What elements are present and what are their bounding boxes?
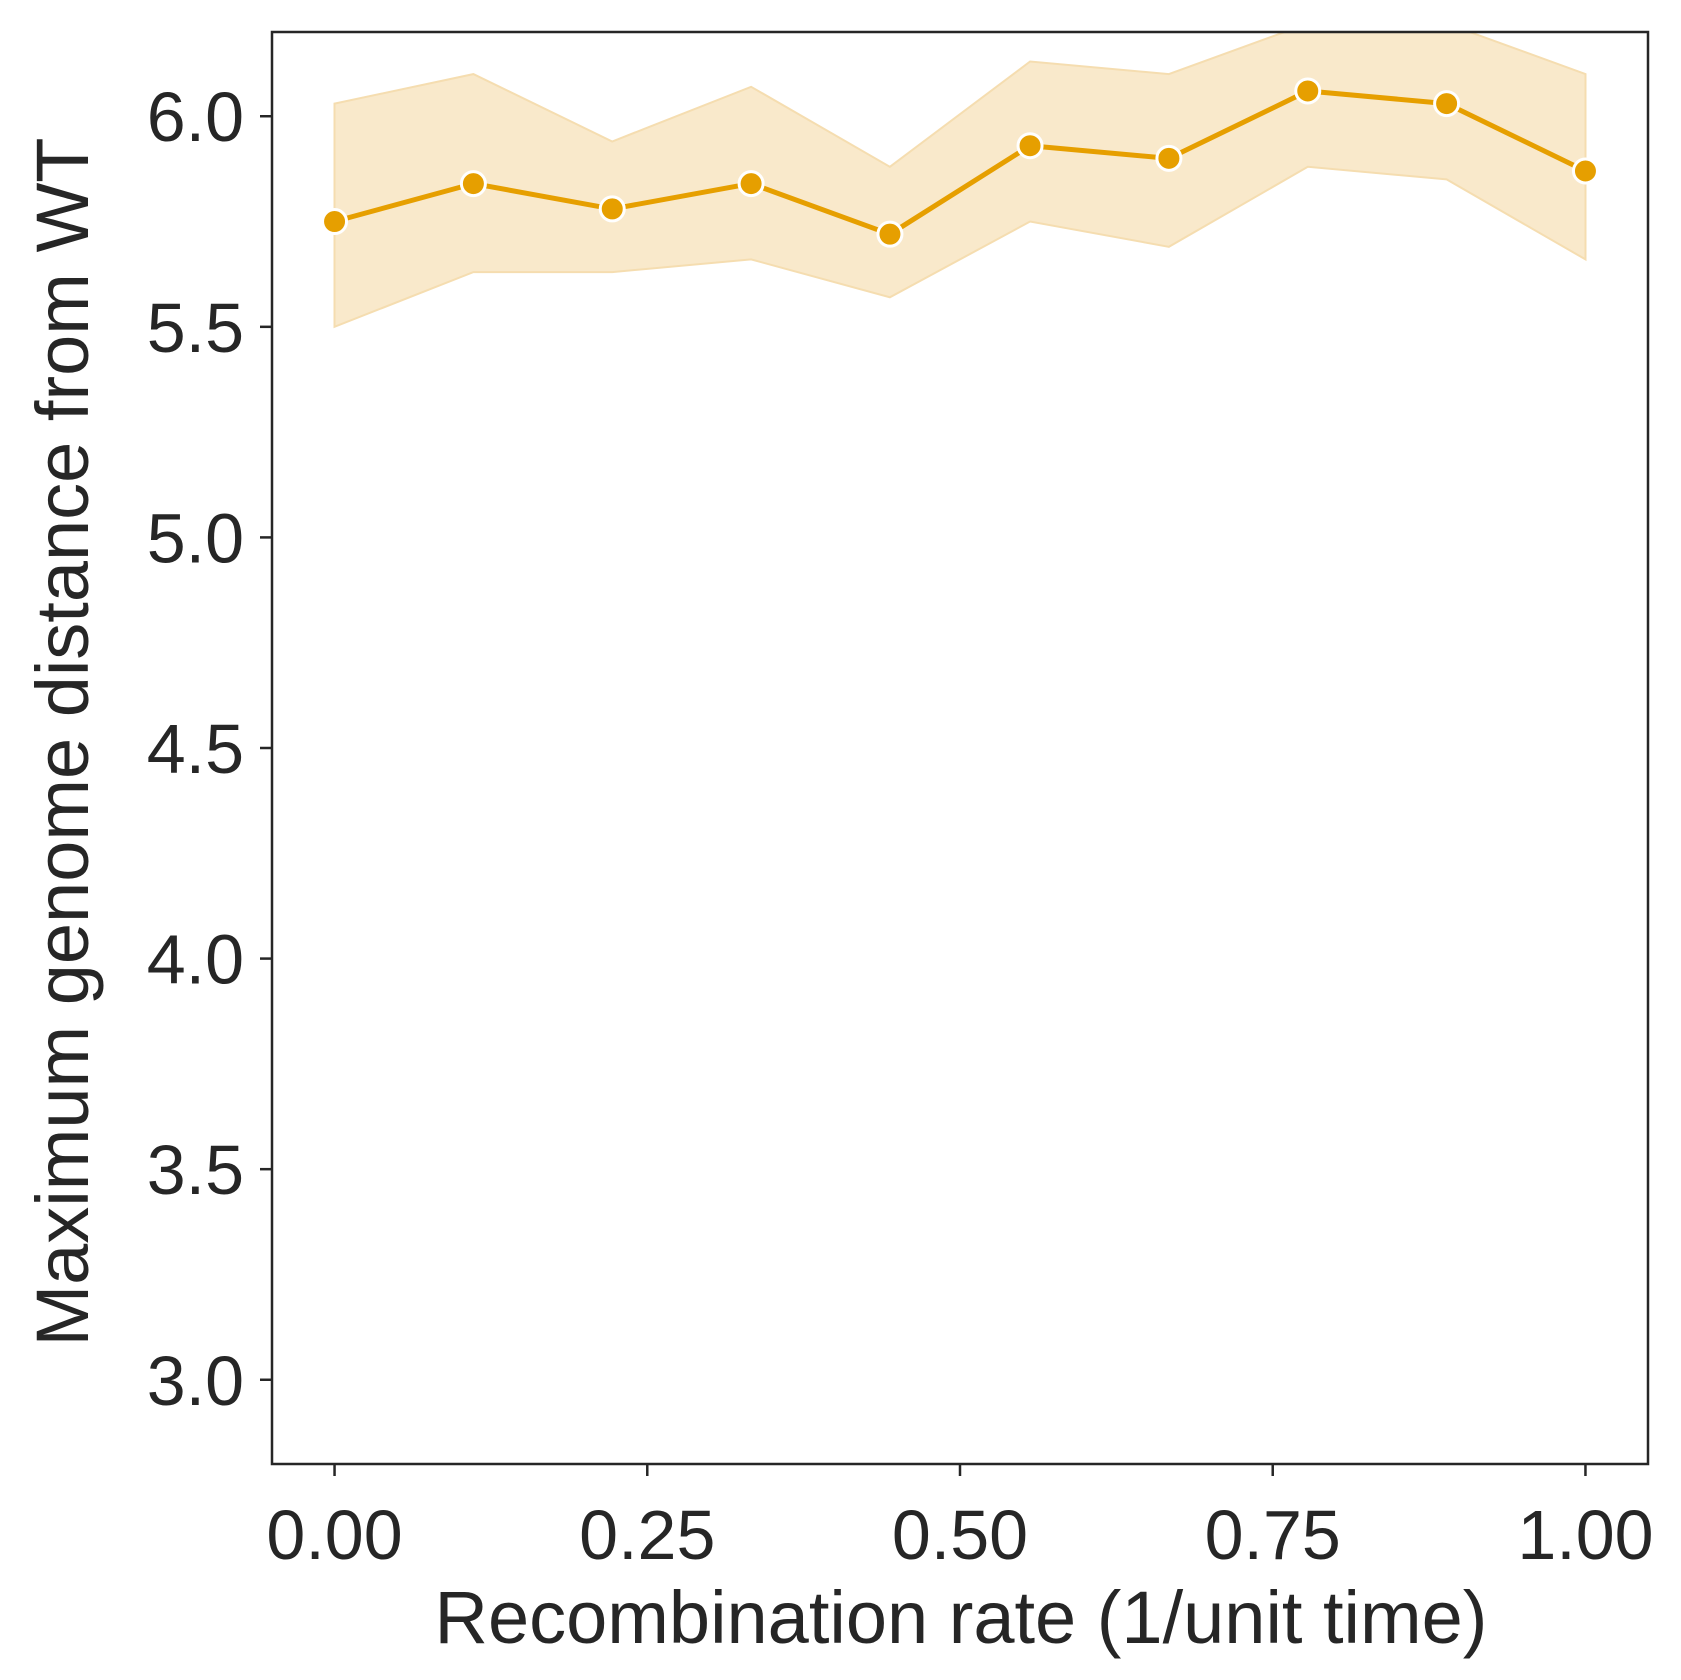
x-tick-label: 0.50 [892,1496,1028,1574]
x-tick-label: 1.00 [1517,1496,1653,1574]
x-tick-label: 0.00 [266,1496,402,1574]
y-axis-ticks: 3.0 3.5 4.0 4.5 5.0 5.5 6.0 [147,78,272,1420]
x-tick-label: 0.25 [579,1496,715,1574]
data-point [459,170,487,198]
x-axis-label: Recombination rate (1/unit time) [435,1576,1488,1659]
data-point [321,208,349,236]
y-tick-label: 5.5 [147,289,244,367]
y-tick-label: 5.0 [147,499,244,577]
x-axis-ticks: 0.00 0.25 0.50 0.75 1.00 [266,1464,1654,1574]
confidence-band-layer [333,32,1587,329]
data-point [876,220,904,248]
data-point [1016,132,1044,160]
x-tick-label: 0.75 [1205,1496,1341,1574]
series-line-layer [333,88,1587,237]
data-point-layer [321,77,1599,248]
y-tick-label: 3.5 [147,1131,244,1209]
data-point [1294,77,1322,105]
data-point [1433,90,1461,118]
y-tick-label: 3.0 [147,1342,244,1420]
series-line [333,88,1587,237]
y-tick-label: 4.5 [147,710,244,788]
y-tick-label: 4.0 [147,921,244,999]
confidence-band [333,32,1587,329]
data-point [1571,157,1599,185]
y-axis-label: Maximum genome distance from WT [21,137,104,1346]
y-tick-label: 6.0 [147,78,244,156]
data-point [1155,144,1183,172]
data-point [737,170,765,198]
data-point [598,195,626,223]
